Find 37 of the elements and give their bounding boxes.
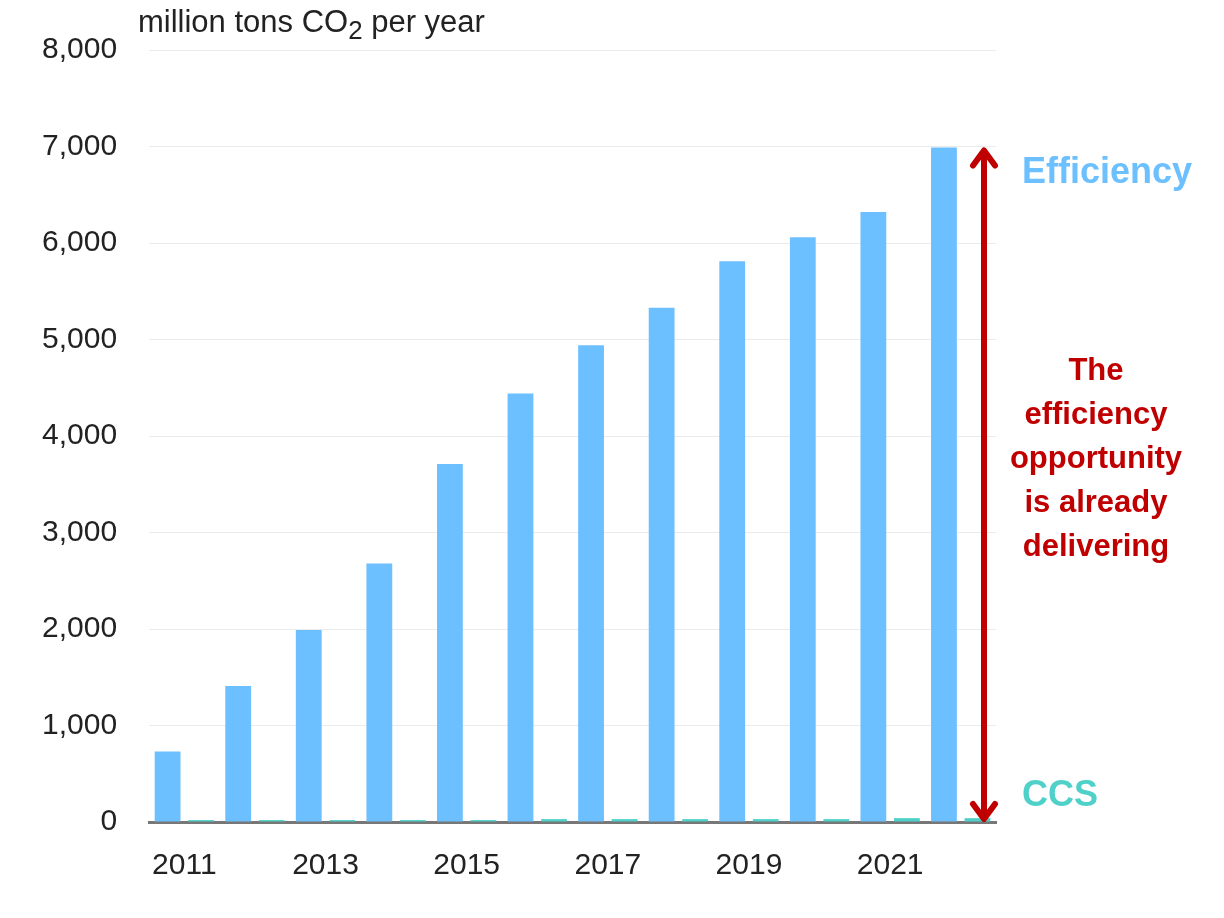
bar — [437, 463, 463, 822]
bar — [295, 629, 322, 822]
y-tick-label: 6,000 — [42, 224, 118, 258]
bar — [541, 819, 567, 822]
y-axis-title: million tons CO$_{2}$ per year — [138, 2, 501, 51]
x-tick-label: 2019 — [715, 847, 783, 881]
y-tick-label: 2,000 — [42, 610, 118, 644]
bar — [682, 819, 709, 822]
y-tick-label: 0 — [100, 803, 118, 837]
bar — [366, 563, 393, 822]
bar — [611, 819, 638, 822]
text: The efficiency opportunity is already delivering — [1008, 351, 1184, 565]
y-tick-label: 8,000 — [42, 31, 118, 65]
bar — [823, 819, 850, 822]
bar — [578, 345, 604, 822]
bar — [154, 751, 181, 822]
series-label: Efficiency — [1022, 150, 1193, 192]
bar — [860, 212, 887, 822]
y-tick-label: 4,000 — [42, 417, 118, 451]
bar — [931, 147, 957, 822]
x-tick-label: 2011 — [152, 847, 217, 881]
series-label: CCS — [1022, 773, 1099, 815]
bar — [648, 307, 675, 822]
x-tick-label: 2017 — [574, 847, 642, 881]
y-tick-label: 5,000 — [42, 320, 118, 354]
bar — [507, 393, 534, 822]
y-tick-label: 1,000 — [42, 706, 118, 740]
x-tick-label: 2021 — [856, 847, 924, 881]
y-tick-label: 7,000 — [42, 127, 118, 161]
x-tick-label: 2013 — [292, 847, 359, 881]
bar — [752, 819, 779, 822]
bar — [719, 261, 746, 822]
bar — [225, 685, 252, 822]
x-tick-label: 2015 — [433, 847, 501, 881]
bar — [789, 237, 816, 822]
bar — [893, 818, 920, 822]
y-tick-label: 3,000 — [42, 513, 118, 547]
